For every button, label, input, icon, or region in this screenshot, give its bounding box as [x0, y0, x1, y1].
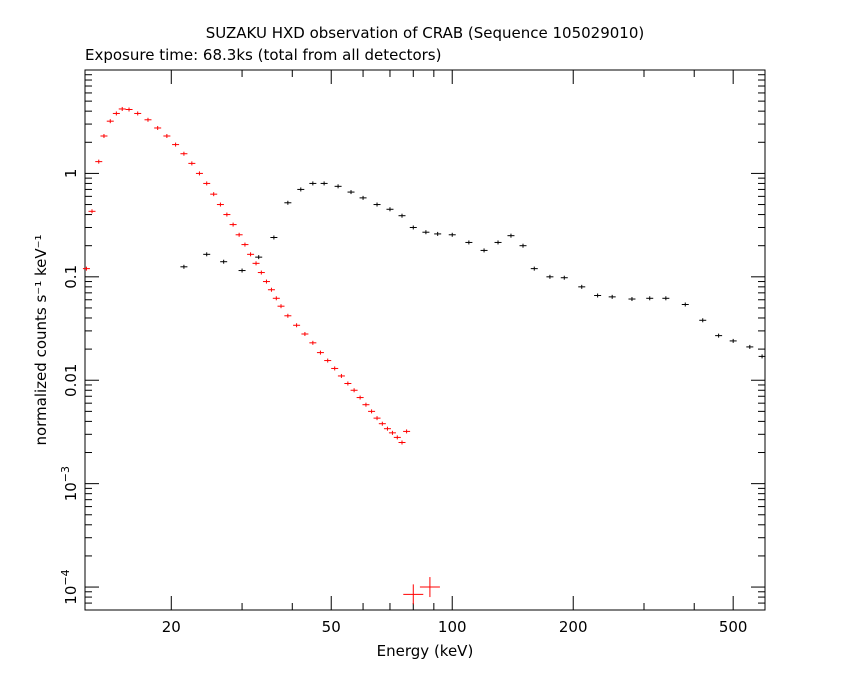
- x-tick-label: 200: [559, 618, 588, 636]
- y-tick-label-base: 0.01: [62, 364, 80, 397]
- y-tick-label: 0.1: [62, 265, 80, 289]
- series-0: [82, 106, 411, 445]
- y-tick-label-exponent: −4: [59, 569, 72, 585]
- x-tick-label: 50: [322, 618, 341, 636]
- chart-title: SUZAKU HXD observation of CRAB (Sequence…: [206, 24, 645, 42]
- y-tick-label: 10−4: [59, 569, 80, 604]
- x-tick-label: 500: [719, 618, 748, 636]
- series-1: [403, 577, 440, 605]
- plot-frame: [84, 69, 766, 611]
- data-series: [82, 106, 766, 605]
- x-tick-label: 100: [438, 618, 467, 636]
- y-tick-label-base: 10: [62, 586, 80, 605]
- y-tick-label-base: 0.1: [62, 265, 80, 289]
- chart-subtitle: Exposure time: 68.3ks (total from all de…: [85, 46, 441, 64]
- x-tick-label: 20: [162, 618, 181, 636]
- y-tick-label: 1: [62, 169, 80, 179]
- x-axis-label: Energy (keV): [377, 642, 474, 660]
- y-tick-label-base: 1: [62, 169, 80, 179]
- axis-ticks: [85, 70, 765, 611]
- y-tick-label: 10−3: [59, 466, 80, 501]
- y-axis-label: normalized counts s⁻¹ keV⁻¹: [32, 234, 50, 445]
- y-tick-label-base: 10: [62, 482, 80, 501]
- y-tick-label-exponent: −3: [59, 466, 72, 482]
- series-2: [180, 181, 766, 359]
- y-tick-label: 0.01: [62, 364, 80, 397]
